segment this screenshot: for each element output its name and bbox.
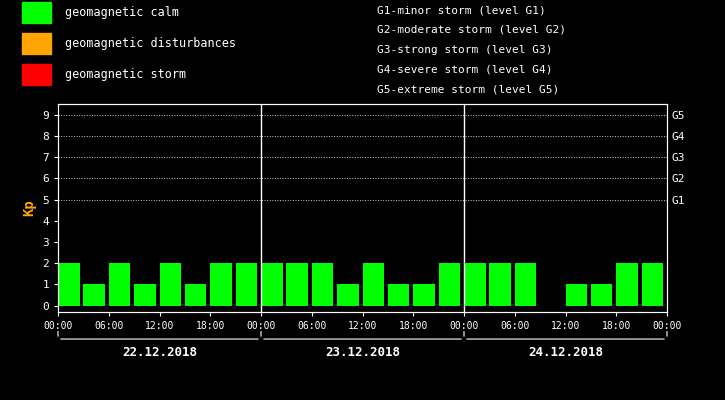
Bar — [388, 284, 410, 306]
Bar — [134, 284, 156, 306]
Text: 24.12.2018: 24.12.2018 — [528, 346, 603, 359]
Text: 23.12.2018: 23.12.2018 — [325, 346, 400, 359]
Bar — [413, 284, 435, 306]
FancyBboxPatch shape — [22, 2, 51, 23]
Bar — [464, 263, 486, 306]
Text: geomagnetic calm: geomagnetic calm — [65, 6, 179, 19]
Text: G4-severe storm (level G4): G4-severe storm (level G4) — [377, 64, 552, 74]
Bar — [160, 263, 181, 306]
Bar — [515, 263, 536, 306]
Text: 22.12.2018: 22.12.2018 — [122, 346, 197, 359]
Bar — [489, 263, 511, 306]
Text: geomagnetic disturbances: geomagnetic disturbances — [65, 37, 236, 50]
Bar — [210, 263, 232, 306]
Bar — [362, 263, 384, 306]
FancyBboxPatch shape — [22, 64, 51, 85]
Y-axis label: Kp: Kp — [22, 200, 37, 216]
Text: G5-extreme storm (level G5): G5-extreme storm (level G5) — [377, 84, 559, 94]
Text: G2-moderate storm (level G2): G2-moderate storm (level G2) — [377, 25, 566, 35]
Bar — [667, 242, 689, 306]
Bar — [261, 263, 283, 306]
Bar — [439, 263, 460, 306]
Bar — [642, 263, 663, 306]
Bar — [566, 284, 587, 306]
Bar — [58, 263, 80, 306]
FancyBboxPatch shape — [22, 33, 51, 54]
Bar — [616, 263, 638, 306]
Text: G3-strong storm (level G3): G3-strong storm (level G3) — [377, 45, 552, 55]
Text: geomagnetic storm: geomagnetic storm — [65, 68, 186, 81]
Bar — [337, 284, 359, 306]
Bar — [591, 284, 613, 306]
Bar — [312, 263, 334, 306]
Text: G1-minor storm (level G1): G1-minor storm (level G1) — [377, 5, 546, 15]
Bar — [185, 284, 207, 306]
Bar — [109, 263, 130, 306]
Bar — [286, 263, 308, 306]
Bar — [236, 263, 257, 306]
Bar — [83, 284, 105, 306]
